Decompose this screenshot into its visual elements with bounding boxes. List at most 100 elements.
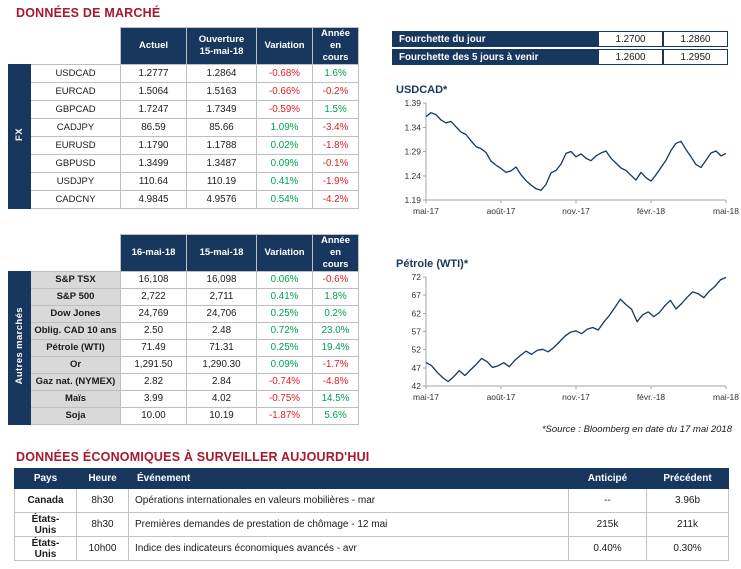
variation-value: 0.06% [256,270,313,289]
variation-value: -0.59% [256,99,313,119]
event-country: États-Unis [14,512,77,537]
markets-header-row: 16-mai-18 15-mai-18 Variation Année en c… [9,234,359,272]
table-row: GBPCAD 1.7247 1.7349 -0.59% 1.5% [9,99,359,119]
col-header-evenement: Événement [128,468,569,489]
variation-value: -0.74% [256,372,313,391]
value-previous: 24,706 [186,304,257,323]
variation-value: 0.41% [256,287,313,306]
value-current: 24,769 [120,304,187,323]
col-header-ouverture: Ouverture 15-mai-18 [186,27,257,65]
value-previous: 4.02 [186,389,257,408]
row-label: Dow Jones [30,304,121,323]
event-previous: 3.96b [646,488,729,513]
ytd-value: -1.9% [312,171,359,191]
col-header-precedent: Précédent [646,468,729,489]
group-label: Autres marchés [14,307,25,385]
x-tick-label: mai-17 [413,206,439,216]
fx-table: Actuel Ouverture 15-mai-18 Variation Ann… [8,27,359,209]
value-current: 10.00 [120,406,187,425]
table-row: Maïs 3.99 4.02 -0.75% 14.5% [9,389,359,408]
table-row: Dow Jones 24,769 24,706 0.25% 0.2% [9,304,359,323]
event-row: États-Unis 10h00 Indice des indicateurs éc… [14,536,729,561]
x-tick-label: mai-17 [413,392,439,402]
row-label: Oblig. CAD 10 ans [30,321,121,340]
table-row: Soja 10.00 10.19 -1.87% 5.6% [9,406,359,425]
source-footnote: *Source : Bloomberg en date du 17 mai 20… [541,424,732,435]
value-current: 1.2777 [120,63,187,83]
event-anticipated: -- [568,488,647,513]
row-label: USDJPY [30,171,121,191]
variation-value: 0.41% [256,171,313,191]
variation-value: 1.09% [256,117,313,137]
series-line [425,112,727,191]
ytd-value: -0.6% [312,270,359,289]
row-label: Gaz nat. (NYMEX) [30,372,121,391]
variation-value: 0.25% [256,304,313,323]
group-band: Autres marchés [8,270,31,425]
range-table: Fourchette du jour 1.2700 1.2860 Fourche… [392,29,728,67]
variation-value: 0.72% [256,321,313,340]
col-header-ytd: Année en cours [312,27,359,65]
value-current: 2.50 [120,321,187,340]
event-row: Canada 8h30 Opérations internationales en … [14,488,729,513]
x-tick-label: août-17 [487,392,516,402]
event-anticipated: 215k [568,512,647,537]
col-header-actuel: Actuel [120,27,187,65]
usdcad-chart-block: USDCAD* 1.19 1.24 1.29 1.34 1.39 mai-17 août-1… [396,84,739,216]
range-label-5day: Fourchette des 5 jours à venir [392,49,598,65]
value-current: 1.3499 [120,153,187,173]
blank-corner [9,28,121,65]
x-tick-label: mai-18 [713,392,739,402]
event-country: États-Unis [14,536,77,561]
value-previous: 1,290.30 [186,355,257,374]
range-label-day: Fourchette du jour [392,31,598,47]
col-header-anticipe: Anticipé [568,468,647,489]
x-tick-label: mai-18 [713,206,739,216]
table-row: EURCAD 1.5064 1.5163 -0.66% -0.2% [9,81,359,101]
blank-corner [9,235,121,272]
ytd-value: -4.2% [312,189,359,209]
wti-chart-title: Pétrole (WTI)* [396,258,469,270]
event-time: 8h30 [76,512,129,537]
col-header-heure: Heure [76,468,129,489]
table-row: USDJPY 110.64 110.19 0.41% -1.9% [9,171,359,191]
row-label: USDCAD [30,63,121,83]
event-time: 10h00 [76,536,129,561]
ytd-value: 19.4% [312,338,359,357]
section-title-economic-data: DONNÉES ÉCONOMIQUES À SURVEILLER AUJOURD… [16,450,370,464]
table-row: Autres marchés S&P TSX 16,108 16,098 0.06% -0… [8,270,359,425]
x-tick-label: nov.-17 [562,206,590,216]
range-row-5day: Fourchette des 5 jours à venir 1.2600 1.… [392,49,728,65]
variation-value: -1.87% [256,406,313,425]
value-current: 86.59 [120,117,187,137]
row-label: CADCNY [30,189,121,209]
variation-value: -0.75% [256,389,313,408]
value-previous: 1.1788 [186,135,257,155]
col-header-15mai: 15-mai-18 [186,234,257,272]
range-day-high: 1.2860 [663,31,728,47]
row-label: S&P TSX [30,270,121,289]
y-tick-label: 47 [412,363,422,373]
ytd-value: 1.8% [312,287,359,306]
table-row: Pétrole (WTI) 71.49 71.31 0.25% 19.4% [9,338,359,357]
series-line [425,276,727,383]
y-tick-label: 62 [412,308,422,318]
row-label: GBPCAD [30,99,121,119]
event-description: Premières demandes de prestation de chôm… [128,512,569,537]
row-label: GBPUSD [30,153,121,173]
value-previous: 1.2864 [186,63,257,83]
ytd-value: 0.2% [312,304,359,323]
other-markets-table: 16-mai-18 15-mai-18 Variation Année en c… [8,234,359,425]
range-row-day: Fourchette du jour 1.2700 1.2860 [392,31,728,47]
ytd-value: 1.6% [312,63,359,83]
ytd-value: 14.5% [312,389,359,408]
value-current: 2,722 [120,287,187,306]
value-previous: 2.48 [186,321,257,340]
y-tick-label: 67 [412,290,422,300]
event-description: Indice des indicateurs économiques avanc… [128,536,569,561]
value-previous: 10.19 [186,406,257,425]
row-label: Soja [30,406,121,425]
range-day-low: 1.2700 [598,31,663,47]
ytd-value: 5.6% [312,406,359,425]
